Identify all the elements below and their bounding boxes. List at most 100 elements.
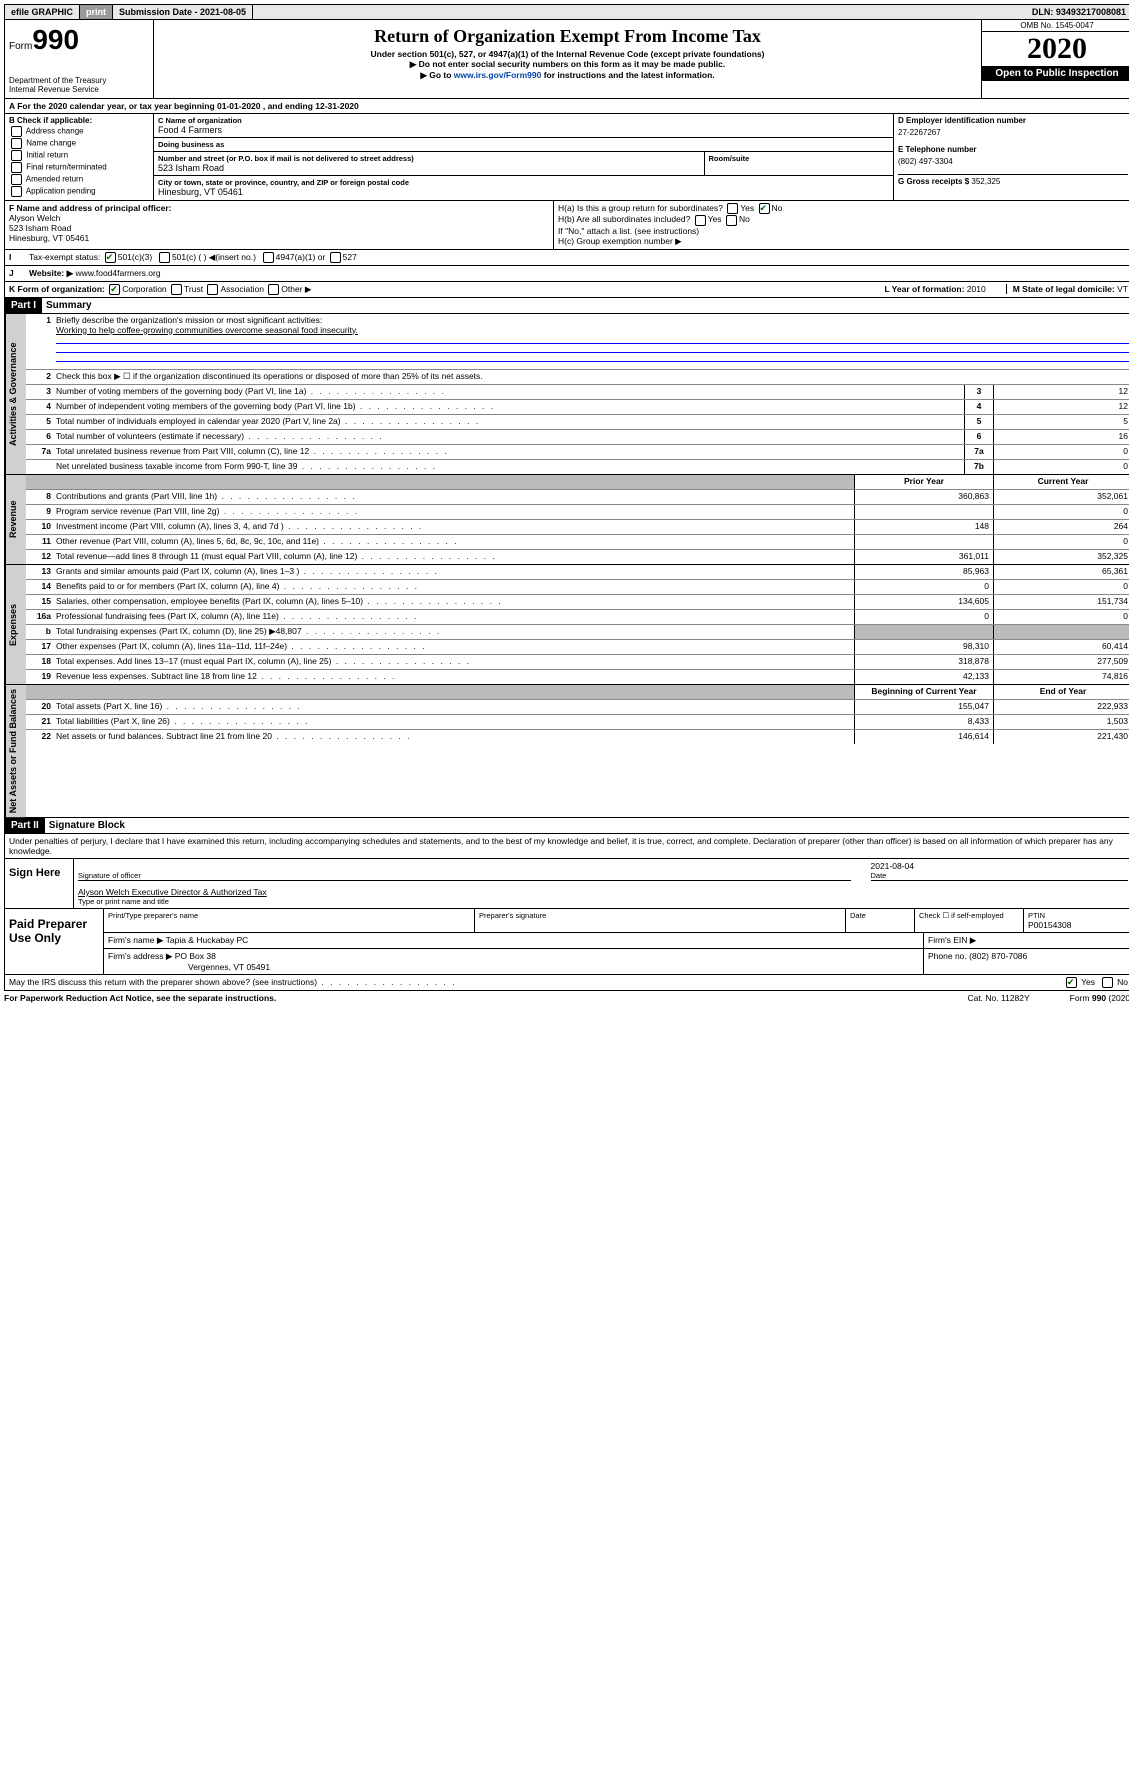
form-word: Form <box>9 41 32 52</box>
chk-name-change[interactable]: Name change <box>9 138 149 149</box>
title-box: Return of Organization Exempt From Incom… <box>154 20 981 98</box>
sig-date-val: 2021-08-04 <box>871 861 1129 871</box>
table-row: Net unrelated business taxable income fr… <box>26 460 1129 474</box>
table-row: 16aProfessional fundraising fees (Part I… <box>26 610 1129 625</box>
ha-yes[interactable] <box>727 203 738 214</box>
table-row: 3Number of voting members of the governi… <box>26 385 1129 400</box>
table-row: 13Grants and similar amounts paid (Part … <box>26 565 1129 580</box>
gross-value: 352,325 <box>971 177 1000 186</box>
table-row: 22Net assets or fund balances. Subtract … <box>26 730 1129 744</box>
chk-trust[interactable] <box>171 284 182 295</box>
line-a: A For the 2020 calendar year, or tax yea… <box>4 99 1129 114</box>
chk-501c3[interactable] <box>105 252 116 263</box>
firm-addr-label: Firm's address ▶ <box>108 951 172 961</box>
form-ref: Form 990 (2020) <box>1070 993 1129 1003</box>
part-i-title: Summary <box>42 298 96 313</box>
org-name: Food 4 Farmers <box>158 125 889 135</box>
hdr-prior: Prior Year <box>854 475 993 489</box>
self-emp-check[interactable]: Check ☐ if self-employed <box>915 909 1024 932</box>
ptin-label: PTIN <box>1028 911 1128 920</box>
part-ii-hdr: Part II <box>5 818 45 833</box>
part-i-hdr: Part I <box>5 298 42 313</box>
year-box: OMB No. 1545-0047 2020 Open to Public In… <box>981 20 1129 98</box>
form-org-label: K Form of organization: <box>9 284 105 294</box>
org-name-label: C Name of organization <box>158 116 889 125</box>
form-header: Form990 Department of the Treasury Inter… <box>4 20 1129 99</box>
table-row: bTotal fundraising expenses (Part IX, co… <box>26 625 1129 640</box>
chk-assoc[interactable] <box>207 284 218 295</box>
room-label: Room/suite <box>709 154 890 163</box>
website-url: www.food4farmers.org <box>76 268 161 278</box>
table-row: 10Investment income (Part VIII, column (… <box>26 520 1129 535</box>
box-h: H(a) Is this a group return for subordin… <box>554 201 1129 249</box>
officer-row: F Name and address of principal officer:… <box>4 201 1129 250</box>
chk-app-pending[interactable]: Application pending <box>9 186 149 197</box>
discuss-yes[interactable] <box>1066 977 1077 988</box>
paperwork-notice: For Paperwork Reduction Act Notice, see … <box>4 993 967 1003</box>
preparer-block: Paid Preparer Use Only Print/Type prepar… <box>4 909 1129 975</box>
officer-addr1: 523 Isham Road <box>9 223 71 233</box>
footer: For Paperwork Reduction Act Notice, see … <box>4 991 1129 1005</box>
netassets-section: Net Assets or Fund Balances Beginning of… <box>4 685 1129 818</box>
irs-link[interactable]: www.irs.gov/Form990 <box>454 70 542 80</box>
expenses-section: Expenses 13Grants and similar amounts pa… <box>4 565 1129 685</box>
ptin-value: P00154308 <box>1028 920 1128 930</box>
chk-527[interactable] <box>330 252 341 263</box>
omb-number: OMB No. 1545-0047 <box>982 20 1129 32</box>
form-num: 990 <box>32 24 79 55</box>
subtitle-1: Under section 501(c), 527, or 4947(a)(1)… <box>158 49 977 59</box>
phone-label: E Telephone number <box>898 145 977 154</box>
tax-year: 2020 <box>982 32 1129 66</box>
prep-date-label: Date <box>850 911 910 920</box>
table-row: 6Total number of volunteers (estimate if… <box>26 430 1129 445</box>
discuss-no[interactable] <box>1102 977 1113 988</box>
form-number: Form990 <box>9 24 149 56</box>
q1-label: Briefly describe the organization's miss… <box>56 315 322 325</box>
perjury-text: Under penalties of perjury, I declare th… <box>5 834 1129 858</box>
mission-text: Working to help coffee-growing communiti… <box>56 325 358 335</box>
hb-yes[interactable] <box>695 215 706 226</box>
signature-block: Under penalties of perjury, I declare th… <box>4 834 1129 909</box>
ha-no[interactable] <box>759 203 770 214</box>
sub3-pre: ▶ Go to <box>420 70 453 80</box>
table-row: 5Total number of individuals employed in… <box>26 415 1129 430</box>
chk-corp[interactable] <box>109 284 120 295</box>
table-row: 7aTotal unrelated business revenue from … <box>26 445 1129 460</box>
open-public-badge: Open to Public Inspection <box>982 66 1129 81</box>
hc-label: H(c) Group exemption number ▶ <box>558 236 1128 247</box>
chk-4947[interactable] <box>263 252 274 263</box>
box-b-label: B Check if applicable: <box>9 116 92 125</box>
ha-label: H(a) Is this a group return for subordin… <box>558 203 723 213</box>
table-row: 15Salaries, other compensation, employee… <box>26 595 1129 610</box>
addr-label: Number and street (or P.O. box if mail i… <box>158 154 700 163</box>
table-row: 19Revenue less expenses. Subtract line 1… <box>26 670 1129 684</box>
website-row: J Website: ▶ www.food4farmers.org <box>4 266 1129 282</box>
print-button[interactable]: print <box>80 5 113 19</box>
firm-addr-val: PO Box 38 <box>175 951 216 961</box>
sign-here-label: Sign Here <box>5 859 74 908</box>
sig-name-title: Alyson Welch Executive Director & Author… <box>78 887 1128 897</box>
ein-value: 27-2267267 <box>898 128 1128 137</box>
website-label: Website: ▶ <box>29 268 73 279</box>
chk-amended[interactable]: Amended return <box>9 174 149 185</box>
firm-ein-label: Firm's EIN ▶ <box>924 933 1129 948</box>
dept-treasury: Department of the Treasury Internal Reve… <box>9 76 149 94</box>
side-netassets: Net Assets or Fund Balances <box>5 685 26 817</box>
tax-status-row: I Tax-exempt status: 501(c)(3) 501(c) ( … <box>4 250 1129 266</box>
chk-other[interactable] <box>268 284 279 295</box>
cat-no: Cat. No. 11282Y <box>967 993 1029 1003</box>
part-i-bar: Part I Summary <box>4 298 1129 314</box>
chk-initial-return[interactable]: Initial return <box>9 150 149 161</box>
side-revenue: Revenue <box>5 475 26 564</box>
chk-final-return[interactable]: Final return/terminated <box>9 162 149 173</box>
status-label: Tax-exempt status: <box>29 252 100 262</box>
form-title: Return of Organization Exempt From Incom… <box>158 26 977 47</box>
q2-label: Check this box ▶ ☐ if the organization d… <box>54 370 1129 384</box>
form-org-row: K Form of organization: Corporation Trus… <box>4 282 1129 298</box>
table-row: 8Contributions and grants (Part VIII, li… <box>26 490 1129 505</box>
box-deg: D Employer identification number 27-2267… <box>893 114 1129 200</box>
chk-501c[interactable] <box>159 252 170 263</box>
chk-address-change[interactable]: Address change <box>9 126 149 137</box>
hb-no[interactable] <box>726 215 737 226</box>
table-row: 12Total revenue—add lines 8 through 11 (… <box>26 550 1129 564</box>
